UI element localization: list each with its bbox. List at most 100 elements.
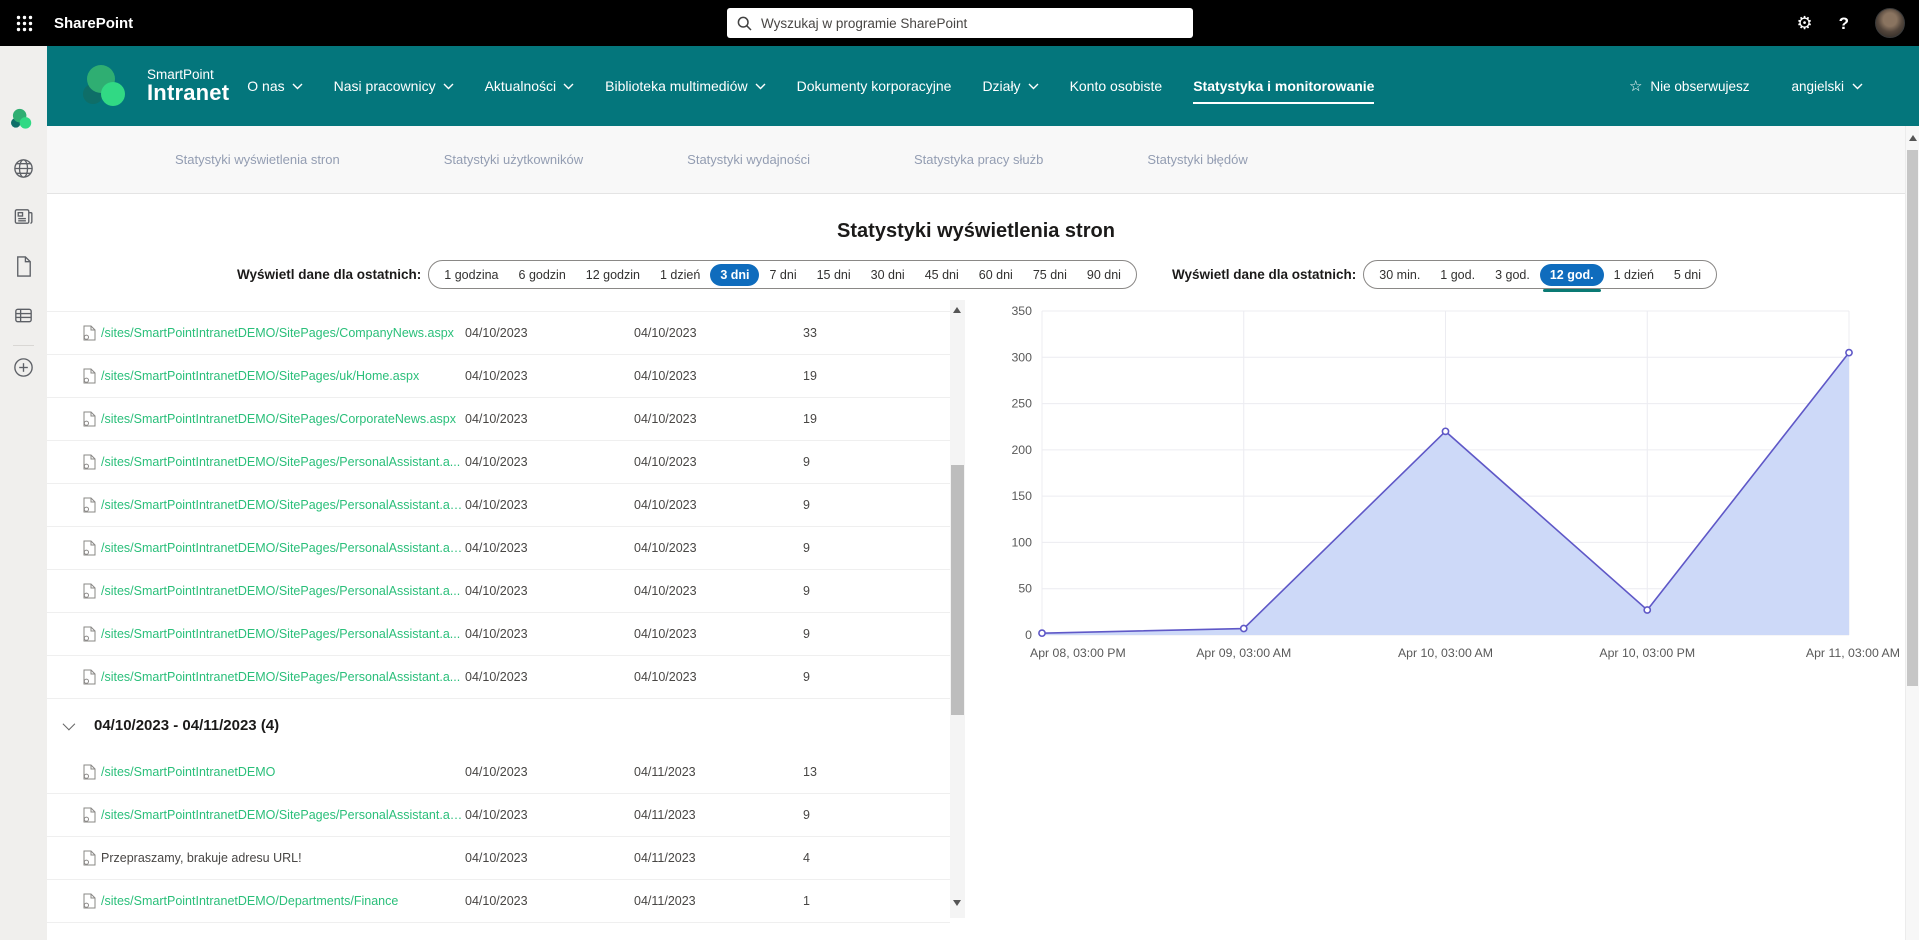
- sidebar-item-sites[interactable]: [0, 148, 47, 188]
- smartpoint-logo-icon: [83, 64, 137, 108]
- data-point[interactable]: [1644, 607, 1650, 613]
- page-link-icon: [83, 669, 96, 685]
- nav-item-konto-osobiste[interactable]: Konto osobiste: [1070, 72, 1163, 100]
- table-scrollbar[interactable]: [950, 300, 965, 918]
- page-url-link[interactable]: /sites/SmartPointIntranetDEMO/SitePages/…: [101, 412, 456, 426]
- tab-statystyki-wyświetlenia-stron[interactable]: Statystyki wyświetlenia stron: [175, 152, 340, 167]
- avatar[interactable]: [1875, 8, 1905, 38]
- data-point[interactable]: [1442, 428, 1448, 434]
- nav-item-o-nas[interactable]: O nas: [247, 72, 302, 100]
- page-url-link[interactable]: /sites/SmartPointIntranetDEMO/SitePages/…: [101, 455, 460, 469]
- filter-option-3-god[interactable]: 3 god.: [1485, 264, 1540, 286]
- views-count: 19: [803, 412, 883, 426]
- scroll-up-icon[interactable]: [953, 307, 961, 313]
- filter-option-15-dni[interactable]: 15 dni: [807, 264, 861, 286]
- nav-item-działy[interactable]: Działy: [982, 72, 1038, 100]
- filter-option-90-dni[interactable]: 90 dni: [1077, 264, 1131, 286]
- page-scrollbar[interactable]: [1905, 126, 1919, 940]
- filter-option-6-godzin[interactable]: 6 godzin: [509, 264, 576, 286]
- table-row: Przepraszamy, brakuje adresu URL!04/10/2…: [47, 837, 950, 880]
- last-view-date: 04/10/2023: [634, 670, 803, 684]
- tab-statystyka-pracy-służb[interactable]: Statystyka pracy służb: [914, 152, 1043, 167]
- filter-option-30-min[interactable]: 30 min.: [1369, 264, 1430, 286]
- page-link-icon: [83, 764, 96, 780]
- chart-range-filter: Wyświetl dane dla ostatnich: 30 min.1 go…: [1172, 260, 1717, 289]
- filter-option-1-dzień[interactable]: 1 dzień: [650, 264, 710, 286]
- last-view-date: 04/11/2023: [634, 894, 803, 908]
- sidebar-item-news[interactable]: [0, 196, 47, 236]
- scroll-up-icon[interactable]: [1909, 135, 1917, 141]
- sidebar-item-create[interactable]: [0, 347, 47, 387]
- page-url-link[interactable]: /sites/SmartPointIntranetDEMO/Department…: [101, 894, 398, 908]
- page-url-link[interactable]: /sites/SmartPointIntranetDEMO/SitePages/…: [101, 369, 419, 383]
- url-cell: /sites/SmartPointIntranetDEMO/SitePages/…: [83, 669, 465, 685]
- table-row: /sites/SmartPointIntranetDEMO/SitePages/…: [47, 527, 950, 570]
- table-row: /sites/SmartPointIntranetDEMO/SitePages/…: [47, 570, 950, 613]
- tab-statystyki-wydajności[interactable]: Statystyki wydajności: [687, 152, 810, 167]
- page-url-link[interactable]: /sites/SmartPointIntranetDEMO/SitePages/…: [101, 541, 465, 555]
- views-count: 9: [803, 670, 883, 684]
- chevron-down-icon: [563, 83, 574, 90]
- filter-option-30-dni[interactable]: 30 dni: [861, 264, 915, 286]
- filter-option-1-godzina[interactable]: 1 godzina: [434, 264, 508, 286]
- search-input[interactable]: [761, 16, 1183, 31]
- page-url-link[interactable]: /sites/SmartPointIntranetDEMO/SitePages/…: [101, 627, 460, 641]
- page-url-link[interactable]: /sites/SmartPointIntranetDEMO/SitePages/…: [101, 326, 454, 340]
- filter-option-12-godzin[interactable]: 12 godzin: [576, 264, 650, 286]
- filter-option-1-dzień[interactable]: 1 dzień: [1604, 264, 1664, 286]
- follow-label: Nie obserwujesz: [1650, 79, 1749, 94]
- nav-item-dokumenty-korporacyjne[interactable]: Dokumenty korporacyjne: [797, 72, 952, 100]
- table-row: /sites/SmartPointIntranetDEMO/Department…: [47, 880, 950, 923]
- nav-item-label: Konto osobiste: [1070, 78, 1163, 94]
- page-url-link[interactable]: /sites/SmartPointIntranetDEMO/SitePages/…: [101, 808, 465, 822]
- tab-statystyki-użytkowników[interactable]: Statystyki użytkowników: [444, 152, 583, 167]
- tab-statystyki-błędów[interactable]: Statystyki błędów: [1147, 152, 1247, 167]
- nav-item-aktualności[interactable]: Aktualności: [485, 72, 575, 100]
- nav-item-nasi-pracownicy[interactable]: Nasi pracownicy: [334, 72, 454, 100]
- first-view-date: 04/10/2023: [465, 808, 634, 822]
- filter-option-3-dni-selected[interactable]: 3 dni: [710, 264, 759, 286]
- search-box[interactable]: [727, 8, 1193, 38]
- filter-option-12-god-selected[interactable]: 12 god.: [1540, 264, 1604, 286]
- page-url-link[interactable]: /sites/SmartPointIntranetDEMO/SitePages/…: [101, 498, 465, 512]
- page-url-link[interactable]: /sites/SmartPointIntranetDEMO: [101, 765, 275, 779]
- page-url-link[interactable]: /sites/SmartPointIntranetDEMO/SitePages/…: [101, 670, 460, 684]
- data-point[interactable]: [1846, 350, 1852, 356]
- nav-item-biblioteka-multimediów[interactable]: Biblioteka multimediów: [605, 72, 765, 100]
- table-row: /sites/SmartPointIntranetDEMO/SitePages/…: [47, 355, 950, 398]
- collapse-group-icon[interactable]: [63, 717, 76, 730]
- waffle-icon[interactable]: [0, 0, 48, 46]
- nav-item-statystyka-i-monitorowanie[interactable]: Statystyka i monitorowanie: [1193, 72, 1374, 100]
- scroll-down-icon[interactable]: [953, 900, 961, 906]
- filter-option-7-dni[interactable]: 7 dni: [759, 264, 806, 286]
- filter-option-60-dni[interactable]: 60 dni: [969, 264, 1023, 286]
- table-range-options: 1 godzina6 godzin12 godzin1 dzień3 dni7 …: [428, 260, 1137, 289]
- page-scrollbar-thumb[interactable]: [1907, 150, 1918, 686]
- views-count: 19: [803, 369, 883, 383]
- table-row: /sites/SmartPointIntranetDEMO/SitePages/…: [47, 484, 950, 527]
- chevron-down-icon: [1852, 83, 1863, 90]
- news-icon: [12, 205, 35, 228]
- help-icon[interactable]: ?: [1839, 15, 1849, 32]
- data-point[interactable]: [1039, 630, 1045, 636]
- follow-button[interactable]: ☆ Nie obserwujesz: [1629, 77, 1750, 95]
- site-logo[interactable]: SmartPoint Intranet: [83, 64, 229, 108]
- url-cell: Przepraszamy, brakuje adresu URL!: [83, 850, 465, 866]
- sidebar-item-smartpoint-home[interactable]: [0, 99, 47, 139]
- table-scrollbar-thumb[interactable]: [951, 465, 964, 715]
- language-selector[interactable]: angielski: [1791, 79, 1863, 94]
- filter-option-1-god[interactable]: 1 god.: [1430, 264, 1485, 286]
- filter-option-75-dni[interactable]: 75 dni: [1023, 264, 1077, 286]
- last-view-date: 04/10/2023: [634, 412, 803, 426]
- gear-icon[interactable]: ⚙: [1796, 14, 1812, 32]
- statistics-tab-bar: Statystyki wyświetlenia stron Statystyki …: [47, 126, 1905, 194]
- app-name[interactable]: SharePoint: [54, 15, 133, 32]
- views-count: 9: [803, 584, 883, 598]
- sidebar-item-lists[interactable]: [0, 295, 47, 335]
- filter-option-5-dni[interactable]: 5 dni: [1664, 264, 1711, 286]
- chevron-down-icon: [292, 83, 303, 90]
- data-point[interactable]: [1241, 625, 1247, 631]
- filter-option-45-dni[interactable]: 45 dni: [915, 264, 969, 286]
- sidebar-item-documents[interactable]: [0, 246, 47, 286]
- page-url-link[interactable]: /sites/SmartPointIntranetDEMO/SitePages/…: [101, 584, 460, 598]
